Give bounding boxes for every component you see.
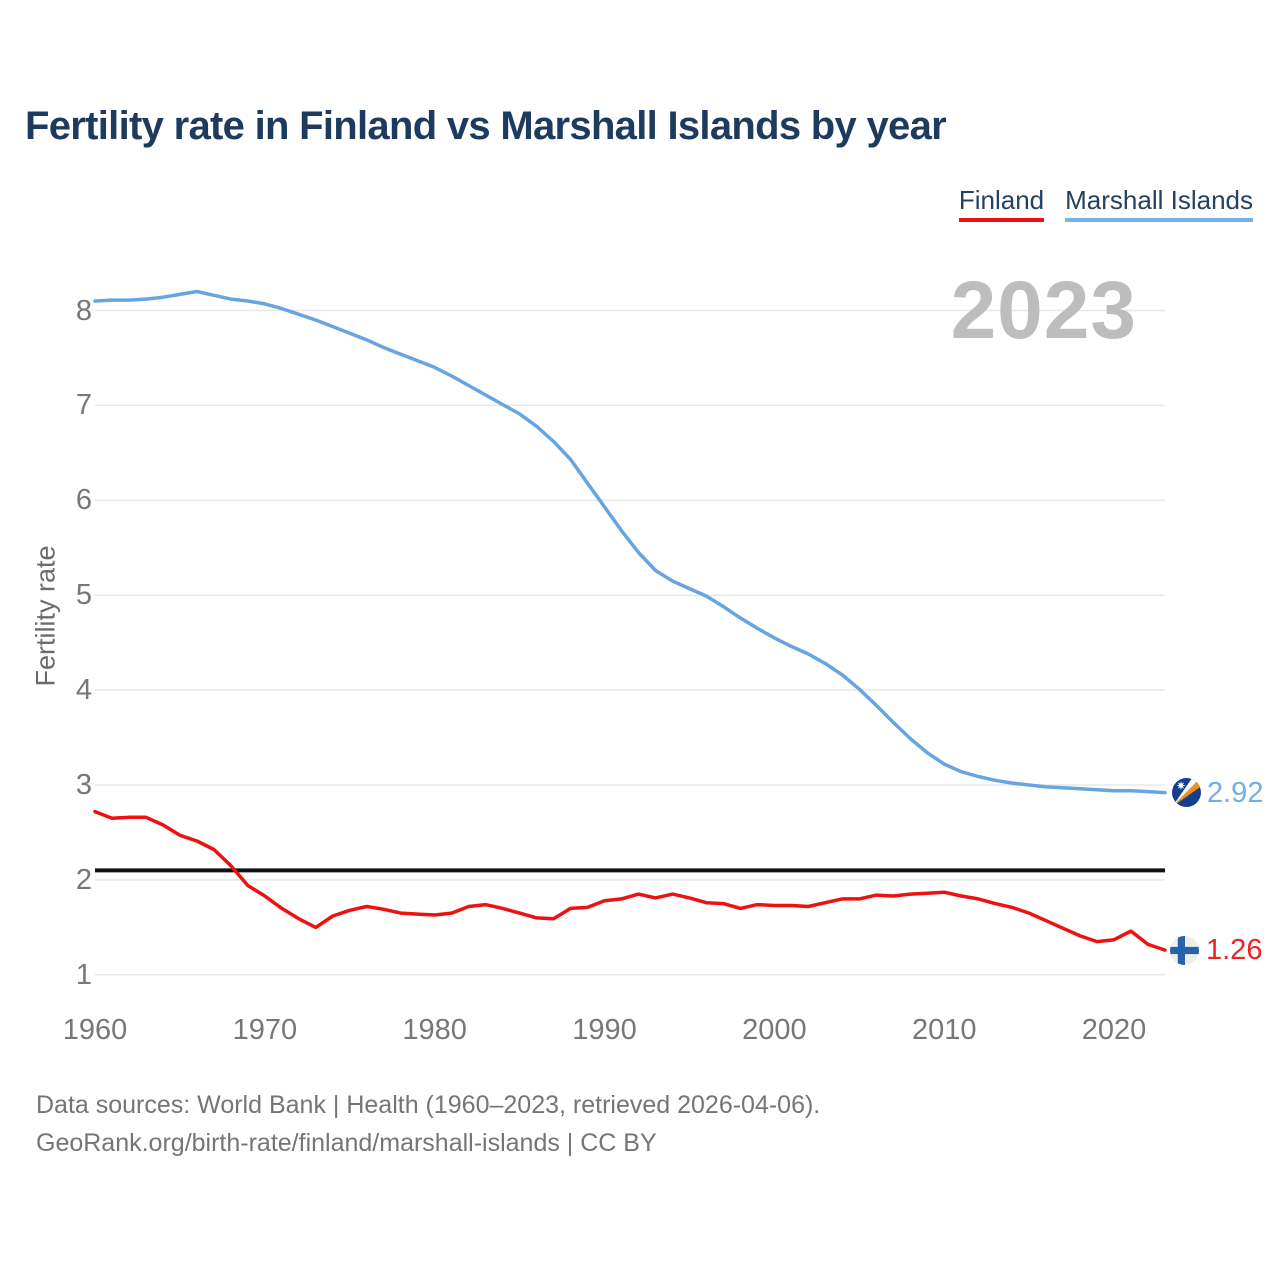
attribution-line: GeoRank.org/birth-rate/finland/marshall-… <box>36 1129 657 1157</box>
marshall-islands-end-value-label: 2.92 <box>1207 776 1264 809</box>
x-tick-label: 1980 <box>402 1014 467 1046</box>
data-sources-line: Data sources: World Bank | Health (1960–… <box>36 1091 821 1119</box>
finland-flag-icon <box>1170 935 1199 965</box>
y-tick-label: 1 <box>75 958 92 991</box>
y-tick-label: 3 <box>75 769 92 801</box>
y-axis-title: Fertility rate <box>30 545 61 687</box>
x-tick-label: 2020 <box>1081 1014 1147 1046</box>
x-tick-label: 2000 <box>742 1014 807 1046</box>
y-tick-label: 5 <box>75 579 92 612</box>
legend: Finland Marshall Islands <box>958 186 1253 222</box>
watermark-year: 2023 <box>950 265 1137 356</box>
chart-canvas[interactable] <box>0 0 1280 1080</box>
x-tick-label: 2010 <box>911 1014 977 1046</box>
marshall-islands-series-line <box>93 289 1167 795</box>
y-tick-label: 6 <box>75 484 92 517</box>
finland-end-value-label: 1.26 <box>1206 934 1263 967</box>
x-tick-label: 1960 <box>62 1014 128 1046</box>
footer: Data sources: World Bank | Health (1960–… <box>36 1086 820 1162</box>
y-tick-label: 7 <box>75 389 92 422</box>
y-tick-label: 8 <box>75 294 92 327</box>
legend-item-finland[interactable]: Finland <box>958 186 1045 222</box>
x-tick-label: 1990 <box>572 1014 637 1046</box>
page-title: Fertility rate in Finland vs Marshall Is… <box>25 104 947 148</box>
x-tick-label: 1970 <box>232 1014 298 1046</box>
y-tick-label: 4 <box>75 674 92 707</box>
marshall-islands-flag-icon <box>1172 778 1201 808</box>
legend-item-marshall-islands[interactable]: Marshall Islands <box>1065 186 1253 222</box>
y-tick-label: 2 <box>75 863 92 896</box>
finland-series-line <box>93 809 1167 952</box>
